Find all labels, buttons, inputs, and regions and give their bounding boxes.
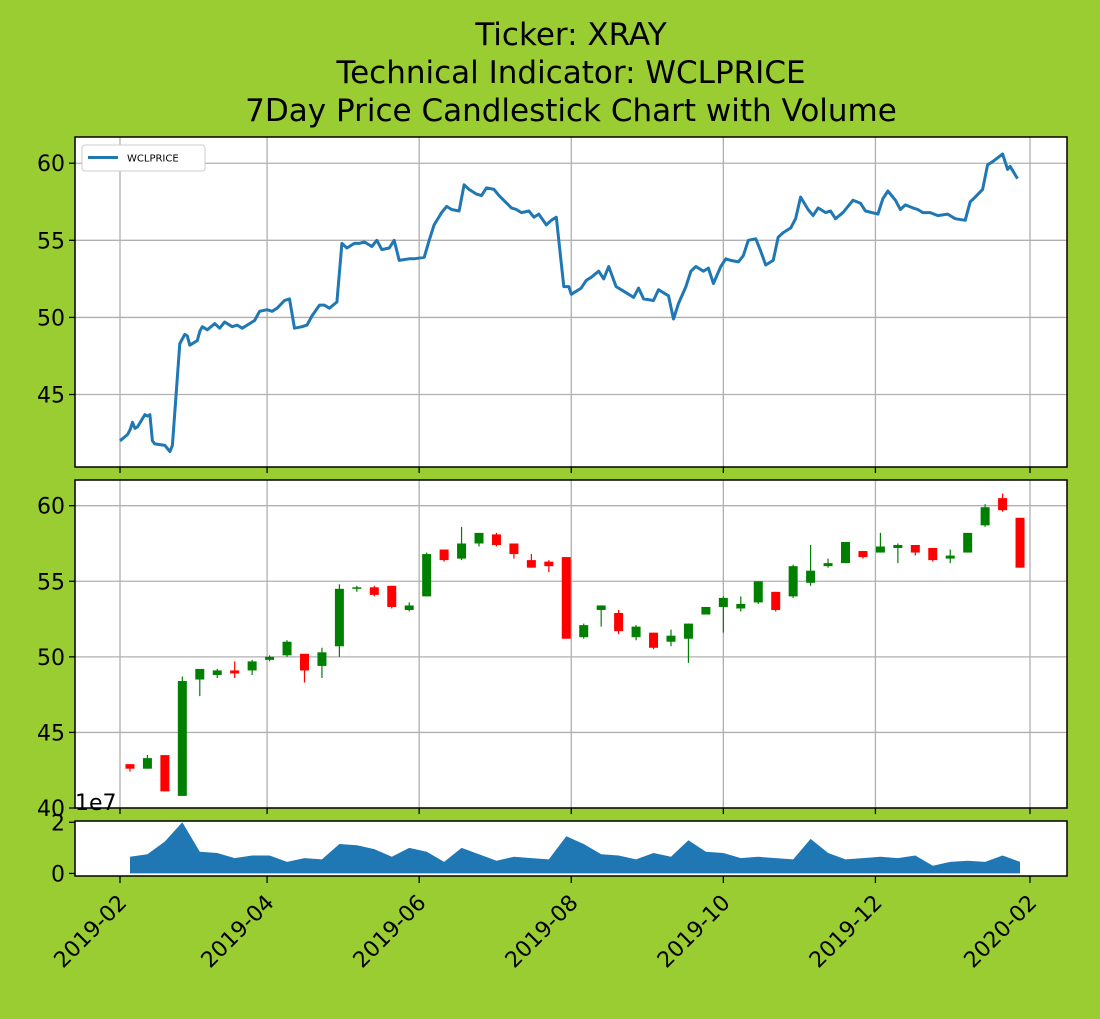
volume-panel: 02	[51, 811, 1068, 887]
indicator-ytick-label: 45	[37, 384, 65, 409]
candle-body-up	[631, 626, 641, 638]
candle-body-up	[736, 603, 746, 609]
candle-body-up	[422, 554, 432, 597]
candle-body-down	[230, 670, 240, 674]
candle-body-up	[282, 641, 292, 656]
volume-ytick-label: 2	[51, 811, 65, 836]
volume-scale-label: 1e7	[75, 791, 117, 816]
candle-body-down	[369, 587, 379, 595]
candle-body-up	[212, 670, 222, 675]
price-ytick-label: 45	[37, 721, 65, 746]
volume-ytick-label: 0	[51, 862, 65, 887]
indicator-ytick-label: 55	[37, 229, 65, 254]
price-ytick-label: 55	[37, 570, 65, 595]
candle-body-up	[823, 563, 833, 567]
candle-body-up	[265, 656, 275, 660]
candle-body-up	[753, 581, 763, 603]
candle-body-up	[701, 606, 711, 615]
price-ytick-label: 60	[37, 495, 65, 520]
chart-title-line-2: Technical Indicator: WCLPRICE	[335, 55, 805, 91]
candle-body-up	[247, 661, 257, 671]
price-ytick-label: 50	[37, 646, 65, 671]
candle-body-up	[474, 532, 484, 544]
candle-body-up	[142, 758, 152, 769]
indicator-ytick-label: 60	[37, 152, 65, 177]
candle-body-down	[614, 613, 624, 632]
candle-body-up	[404, 605, 414, 610]
candle-body-up	[195, 668, 205, 680]
candle-body-down	[299, 653, 309, 671]
candle-body-up	[177, 681, 187, 796]
candle-body-up	[875, 546, 885, 553]
volume-area	[130, 822, 1020, 874]
candle-body-down	[858, 551, 868, 558]
wclprice-line	[119, 152, 1019, 454]
candle-body-up	[352, 587, 362, 589]
candle-body-down	[439, 549, 449, 561]
candle-body-down	[561, 557, 571, 639]
price-ytick-label: 40	[37, 797, 65, 822]
candle-body-up	[806, 570, 816, 583]
candle-body-down	[771, 591, 781, 610]
candle-body-up	[841, 541, 851, 564]
candle-body-down	[544, 561, 554, 567]
candle-body-down	[526, 560, 536, 568]
candle-body-down	[491, 534, 501, 545]
candle-body-up	[317, 652, 327, 666]
candle-body-up	[666, 635, 676, 642]
legend-box	[81, 144, 206, 172]
candle-body-up	[945, 555, 955, 559]
candle-body-up	[963, 532, 973, 553]
candlestick-panel: 40 45 50 55 60	[37, 479, 1068, 822]
candle-body-up	[980, 507, 990, 526]
candle-body-down	[928, 548, 938, 561]
chart-title-line-1: Ticker: XRAY	[474, 17, 666, 53]
candle-body-down	[160, 755, 170, 792]
candle-body-up	[893, 544, 903, 549]
indicator-legend: WCLPRICE	[81, 144, 206, 172]
indicator-ytick-label: 50	[37, 306, 65, 331]
candle-body-up	[457, 543, 467, 559]
candle-body-down	[649, 632, 659, 648]
candle-body-down	[509, 543, 519, 555]
candle-body-up	[579, 625, 589, 638]
candle-body-down	[125, 764, 135, 769]
candle-body-down	[910, 544, 920, 553]
candle-body-down	[998, 498, 1008, 511]
candle-body-up	[718, 597, 728, 607]
legend-label-wclprice: WCLPRICE	[127, 154, 179, 165]
chart-title-line-3: 7Day Price Candlestick Chart with Volume	[245, 93, 897, 129]
candle-body-up	[596, 605, 606, 610]
candle-body-up	[683, 623, 693, 639]
candle-body-down	[387, 585, 397, 607]
candle-body-up	[788, 566, 798, 597]
candle-body-down	[1015, 517, 1025, 568]
indicator-panel: 45 50 55 60	[37, 136, 1068, 473]
candle-body-up	[334, 588, 344, 647]
